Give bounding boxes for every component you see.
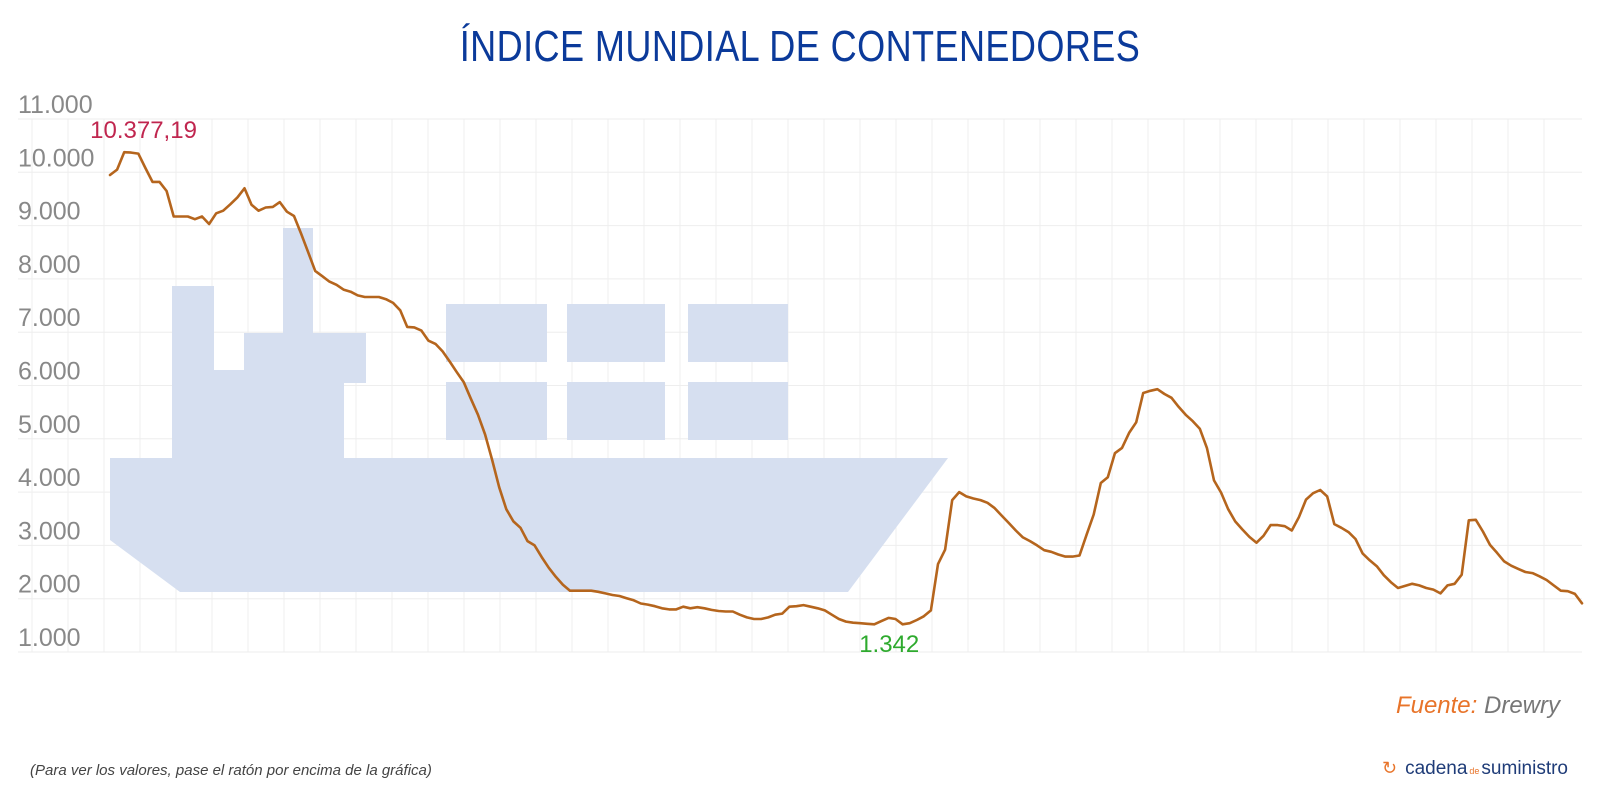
container-4 [446, 382, 547, 440]
min-value-label: 1.342 [859, 631, 919, 658]
hover-hint: (Para ver los valores, pase el ratón por… [30, 762, 432, 779]
container-6 [688, 382, 788, 440]
source-label: Fuente: [1395, 692, 1478, 719]
ship-upper-cabin [244, 333, 366, 383]
container-3 [688, 304, 788, 362]
container-5 [567, 382, 665, 440]
source-name: Drewry [1484, 692, 1560, 719]
ship-funnel [283, 228, 313, 333]
y-tick-label: 5.000 [18, 411, 81, 439]
y-tick-label: 9.000 [18, 198, 81, 226]
brand-post: suministro [1481, 758, 1568, 779]
max-value-label: 10.377,19 [90, 117, 197, 144]
refresh-arrows-icon: ↻ [1381, 758, 1398, 778]
ship-hull [110, 458, 948, 592]
ship-lower-cabin [214, 370, 244, 458]
y-tick-label: 6.000 [18, 358, 81, 386]
brand-mid: de [1469, 766, 1480, 776]
annotations: 10.377,19 1.342 1.913 [90, 0, 1600, 658]
y-tick-label: 2.000 [18, 571, 81, 599]
y-axis-ticks: 1.000 2.000 3.000 4.000 5.000 6.000 7.000 8.000… [18, 91, 94, 652]
y-tick-label: 3.000 [18, 517, 81, 545]
y-tick-label: 1.000 [18, 624, 81, 652]
container-1 [446, 304, 547, 362]
y-tick-label: 7.000 [18, 304, 81, 332]
ship-bridge-tower [172, 286, 214, 458]
y-tick-label: 8.000 [18, 251, 81, 279]
series-line[interactable] [108, 150, 1584, 626]
y-tick-label: 4.000 [18, 464, 81, 492]
chart-title: ÍNDICE MUNDIAL DE CONTENEDORES [459, 22, 1141, 71]
source-credit: Fuente: Drewry [1396, 692, 1560, 720]
y-tick-label: 10.000 [18, 144, 94, 172]
brand-pre: cadena [1405, 758, 1468, 779]
container-2 [567, 304, 665, 362]
y-tick-label: 11.000 [18, 91, 93, 119]
ship-superstructure [244, 383, 344, 458]
brand-logo[interactable]: ↻ cadena de suministro [1382, 758, 1568, 780]
last-value-label: 1.913 [1541, 0, 1600, 6]
ship-watermark [110, 228, 948, 592]
